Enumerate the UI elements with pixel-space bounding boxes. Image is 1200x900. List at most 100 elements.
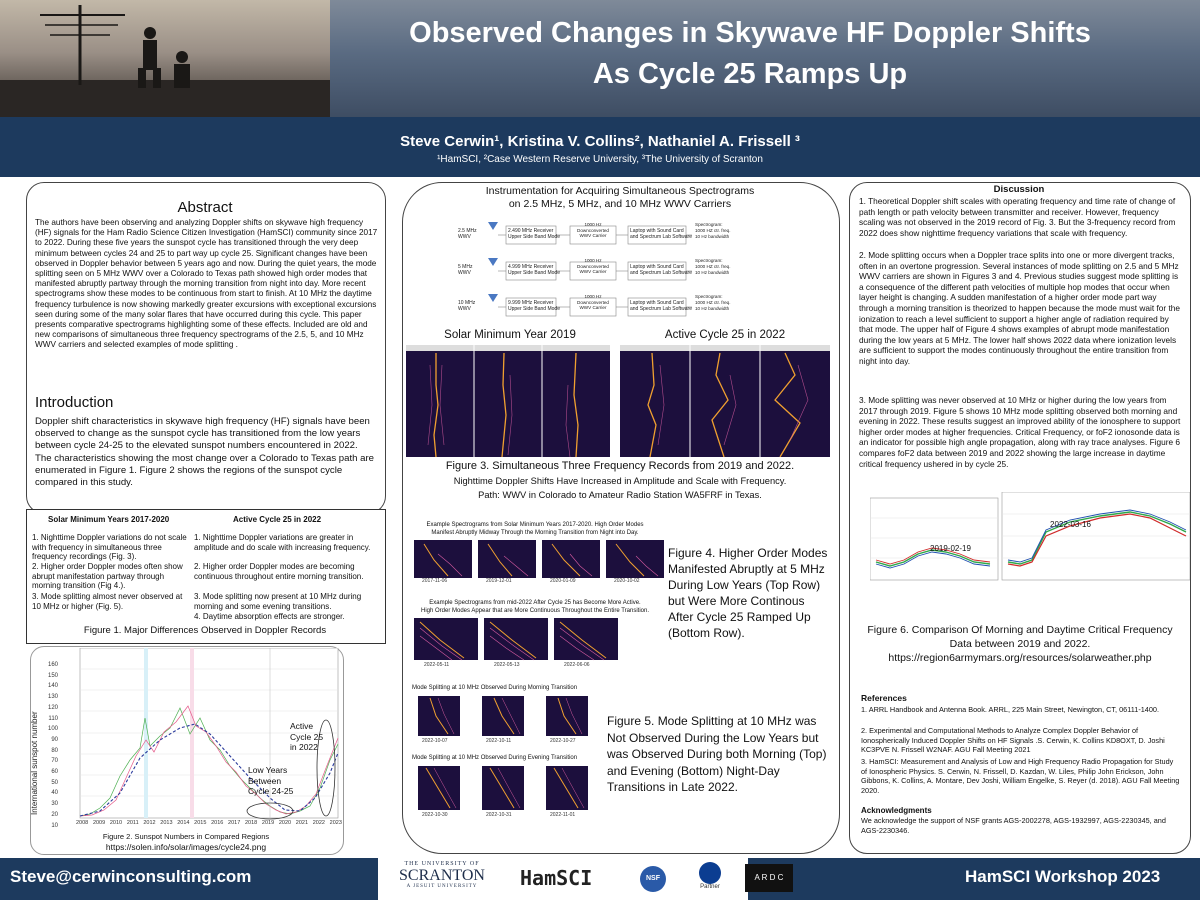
scranton-logo-name: SCRANTON [399, 867, 485, 884]
xtick: 2008 [76, 820, 89, 826]
fig6-date-2019: 2019-02-19 [930, 544, 971, 553]
authors: Steve Cerwin¹, Kristina V. Collins², Nat… [400, 133, 800, 150]
fig4-date: 2022-06-06 [564, 662, 590, 668]
fig5-date: 2022-10-11 [486, 738, 512, 744]
instr-receiver: 2.490 MHz Receiver Upper Side Band Mode [508, 228, 560, 240]
xtick: 2011 [126, 820, 139, 826]
ytick: 90 [51, 736, 58, 743]
instr-downconv: 1000 Hz Downconverted WWV Carrier [577, 294, 609, 311]
active-title: Active Cycle 25 in 2022 [664, 329, 786, 341]
fig1-col2-item: 4. Daytime absorption effects are strong… [194, 612, 345, 621]
fig4-caption: Figure 4. Higher Order Modes Manifested … [668, 546, 828, 640]
fig1-caption: Figure 1. Major Differences Observed in … [83, 625, 327, 636]
xtick: 2023 [329, 820, 342, 826]
ack-text: We acknowledge the support of NSF grants… [861, 816, 1166, 835]
fig1-col2-item: 1. Nighttime Doppler variations are grea… [194, 533, 371, 552]
affiliations: ¹HamSCI, ²Case Western Reserve Universit… [437, 154, 763, 165]
xtick: 2019 [261, 820, 275, 826]
fig2-caption: Figure 2. Sunspot Numbers in Compared Re… [102, 832, 270, 841]
scranton-logo-sub: A JESUIT UNIVERSITY [406, 884, 478, 889]
ack-heading: Acknowledgments [861, 806, 932, 815]
nasa-partner-logo: Partner [690, 862, 730, 896]
figure-1-table [26, 509, 386, 644]
xtick: 2020 [278, 820, 292, 826]
fig4-top-spectrograms [414, 540, 664, 578]
title-line-1: Observed Changes in Skywave HF Doppler S… [409, 17, 1091, 49]
xtick: 2009 [92, 820, 106, 826]
fig1-col2-item: 3. Mode splitting now present at 10 MHz … [194, 592, 362, 611]
xtick: 2021 [295, 820, 309, 826]
instr-freq: 5 MHz WWV [458, 264, 473, 276]
instr-spectrogram: Spectrogram: 1000 HZ ctr. freq. 10 Hz ba… [695, 222, 731, 239]
solarmin-title: Solar Minimum Year 2019 [444, 329, 576, 341]
fig2-annotation-active: Active Cycle 25 in 2022 [290, 721, 324, 752]
intro-text: Doppler shift characteristics in skywave… [35, 416, 374, 489]
discussion-p3: 3. Mode splitting was never observed at … [859, 395, 1181, 469]
instrumentation-diagram: 2.5 MHz WWV 2.490 MHz Receiver Upper Sid… [458, 220, 748, 325]
fig4-date: 2022-05-11 [424, 662, 450, 668]
contact-email[interactable]: Steve@cerwinconsulting.com [10, 867, 252, 886]
reference-1: 1. ARRL Handbook and Antenna Book. ARRL,… [861, 705, 1160, 714]
fig2-xticks: 2008 2009 2010 2011 2012 2013 2014 2015 … [76, 820, 342, 826]
spectrogram-2019 [406, 345, 610, 457]
instr-downconv: 1000 Hz Downconverted WWV Carrier [577, 258, 609, 275]
fig2-url: https://solen.info/solar/images/cycle24.… [105, 842, 267, 852]
fig1-col1-item: 1. Nighttime Doppler variations do not s… [32, 533, 187, 562]
instr-laptop: Laptop with Sound Card and Spectrum Lab … [630, 264, 692, 276]
instr-freq: 10 MHz WWV [458, 300, 476, 312]
references-heading: References [861, 693, 907, 703]
fig5-bot-label: Mode Splitting at 10 MHz Observed During… [412, 755, 578, 761]
fig5-caption: Figure 5. Mode Splitting at 10 MHz was N… [607, 714, 827, 794]
ytick: 30 [51, 801, 58, 808]
xtick: 2022 [312, 820, 325, 826]
fig6-date-2022: 2022-03-16 [1050, 520, 1091, 529]
discussion-p2: 2. Mode splitting occurs when a Doppler … [859, 250, 1181, 366]
xtick: 2018 [244, 820, 258, 826]
xtick: 2014 [177, 820, 190, 826]
ytick: 20 [51, 811, 58, 818]
instr-laptop: Laptop with Sound Card and Spectrum Lab … [630, 300, 692, 312]
fig5-date: 2022-10-30 [422, 812, 448, 818]
title-line-2: As Cycle 25 Ramps Up [592, 58, 908, 90]
header-photo [0, 0, 330, 117]
fig1-col1-item: 2. Higher order Doppler modes often show… [32, 562, 183, 591]
xtick: 2013 [160, 820, 173, 826]
xtick: 2010 [109, 820, 123, 826]
ytick: 100 [47, 726, 58, 733]
fig4-date: 2020-01-09 [550, 578, 576, 584]
fig5-bottom-spectrograms [418, 766, 588, 810]
ytick: 160 [47, 662, 58, 668]
instr-spectrogram: Spectrogram: 1000 HZ ctr. freq. 10 Hz ba… [695, 258, 731, 275]
fig3-sub2: Path: WWV in Colorado to Amateur Radio S… [478, 490, 762, 500]
ytick: 130 [47, 694, 58, 701]
ytick: 50 [51, 779, 58, 786]
fig4-date: 2020-10-02 [614, 578, 640, 584]
nasa-partner-text: Partner [700, 884, 720, 890]
instr-freq: 2.5 MHz WWV [458, 228, 477, 240]
instr-downconv: 1000 Hz Downconverted WWV Carrier [577, 222, 609, 239]
instr-receiver: 9.999 MHz Receiver Upper Side Band Mode [508, 300, 560, 312]
fig1-col2-item: 2. Higher order Doppler modes are becomi… [194, 562, 364, 581]
ytick: 60 [51, 769, 58, 776]
fig4-top-row: 2017-11-06 2019-12-01 2020-01-09 2020-10… [414, 540, 664, 585]
fig5-top-row: 2022-10-07 2022-10-11 2022-10-27 [418, 696, 598, 746]
instr-laptop: Laptop with Sound Card and Spectrum Lab … [630, 228, 692, 240]
nsf-logo: NSF [640, 866, 666, 892]
fig5-date: 2022-10-31 [486, 812, 512, 818]
reference-3: 3. HamSCI: Measurement and Analysis of L… [861, 757, 1180, 795]
fig5-bottom-row: 2022-10-30 2022-10-31 2022-11-01 [418, 766, 598, 822]
fig6-url: https://region6armymars.org/resources/so… [888, 652, 1152, 664]
fig3-sub1: Nighttime Doppler Shifts Have Increased … [453, 476, 787, 486]
fig2-ylabel: International sunspot number [30, 711, 39, 815]
fig5-date: 2022-11-01 [550, 812, 576, 818]
fig5-date: 2022-10-27 [550, 738, 576, 744]
workshop-name: HamSCI Workshop 2023 [965, 867, 1161, 886]
fig2-yticks: 160 150 140 130 120 110 100 90 80 70 60 … [34, 660, 58, 831]
xtick: 2015 [194, 820, 207, 826]
ytick: 140 [47, 683, 58, 690]
fig4-date: 2017-11-06 [422, 578, 448, 584]
fig5-top-label: Mode Splitting at 10 MHz Observed During… [412, 685, 578, 691]
spectrogram-2022 [620, 345, 830, 457]
fig5-top-spectrograms [418, 696, 588, 736]
sunspot-chart [79, 648, 339, 820]
